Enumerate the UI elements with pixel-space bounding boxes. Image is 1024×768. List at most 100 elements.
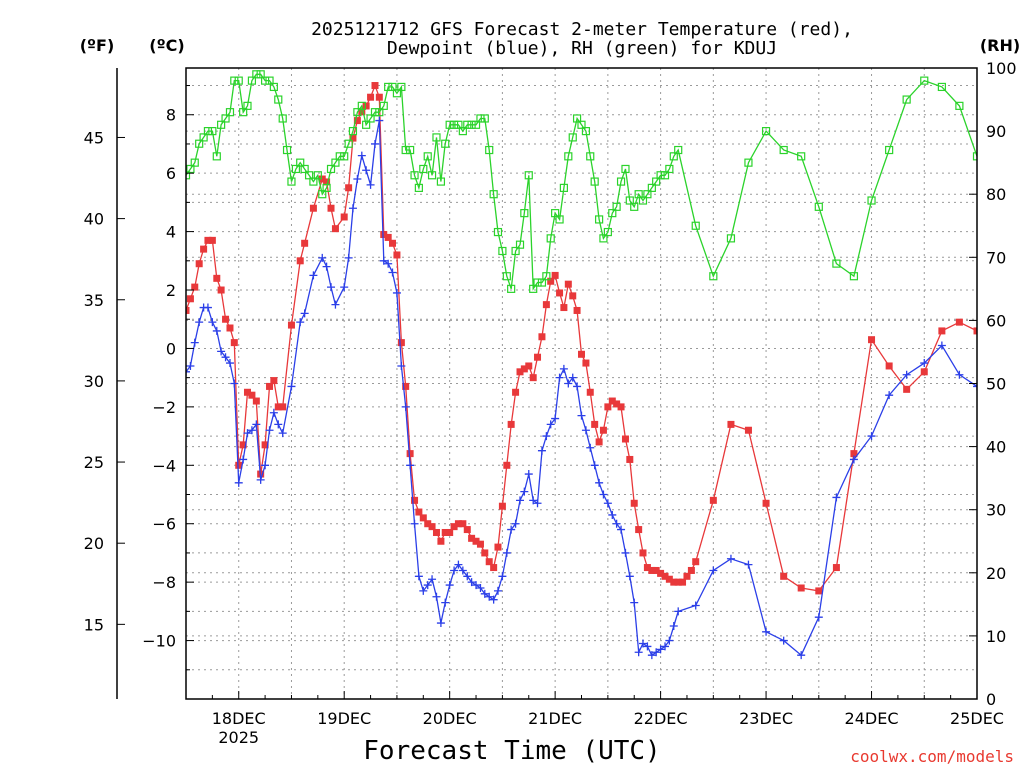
dewpoint-point (568, 373, 577, 382)
dewpoint-point (647, 651, 656, 660)
fahrenheit-tick-label: 25 (84, 453, 104, 472)
dewpoint-point (507, 525, 516, 534)
celsius-tick-label: −10 (142, 632, 176, 651)
dewpoint-point (428, 575, 437, 584)
rh-point (357, 101, 366, 110)
rh-point (537, 278, 547, 287)
temperature-point (586, 388, 594, 396)
celsius-tick-label: −8 (152, 573, 176, 592)
temperature-point (186, 295, 194, 303)
temperature-point (230, 339, 238, 347)
dewpoint-point (450, 566, 459, 575)
temperature-point (468, 534, 476, 542)
temperature-point (560, 304, 568, 312)
rh-point (542, 272, 551, 281)
dewpoint-point (261, 461, 270, 470)
rh-point (493, 227, 503, 237)
credit-label: coolwx.com/models (850, 747, 1014, 766)
dewpoint-point (423, 581, 432, 590)
rh-point (247, 76, 257, 85)
temperature-point (797, 584, 805, 592)
temperature-point (274, 403, 282, 411)
temperature-point (200, 245, 208, 253)
temperature-point (490, 564, 498, 572)
temperature-point (323, 178, 331, 186)
dewpoint-point (516, 496, 525, 505)
rh-point (797, 152, 806, 161)
dewpoint-point (441, 598, 450, 607)
temperature-point (204, 236, 212, 244)
temperature-point (595, 438, 603, 446)
dewpoint-point (643, 642, 652, 651)
dewpoint-point (397, 361, 406, 370)
dewpoint-point (533, 499, 542, 508)
temperature-point (556, 289, 564, 297)
temperature-point (485, 558, 493, 566)
rh-point (225, 108, 235, 117)
fahrenheit-tick-label: 30 (84, 372, 104, 391)
temperature-point (832, 564, 840, 572)
temperature-point (582, 359, 590, 367)
dewpoint-point (195, 318, 204, 327)
temperature-point (213, 274, 221, 282)
dewpoint-point (709, 566, 718, 575)
dewpoint-point (485, 592, 494, 601)
temperature-point (459, 520, 467, 528)
dewpoint-point (340, 283, 349, 292)
temperature-point (920, 368, 928, 376)
temperature-point (494, 543, 502, 551)
dewpoint-point (458, 566, 467, 575)
temperature-point (617, 403, 625, 411)
dewpoint-point (322, 262, 331, 271)
rh-point (489, 190, 498, 199)
dewpoint-point (779, 636, 788, 645)
temperature-point (498, 502, 506, 510)
dewpoint-point (221, 353, 230, 362)
dewpoint-point (278, 429, 287, 438)
temperature-point (393, 251, 401, 259)
temperature-point (564, 280, 572, 288)
temperature-point (331, 225, 339, 233)
rh-point (401, 145, 410, 155)
temperature-point (744, 426, 752, 434)
dewpoint-point (186, 361, 195, 370)
dewpoint-point (573, 382, 582, 391)
rh-point (621, 164, 630, 174)
temperature-point (639, 549, 647, 557)
rh-point (709, 272, 718, 281)
fahrenheit-tick-label: 35 (84, 291, 104, 310)
dewpoint-point (327, 283, 336, 292)
temperature-point (450, 523, 458, 531)
dewpoint-point (564, 379, 573, 388)
x-tick-label: 24DEC (845, 709, 899, 728)
rh-point (256, 70, 265, 79)
dewpoint-point (546, 420, 555, 429)
dewpoint-point (406, 461, 415, 470)
temperature-point (591, 420, 599, 428)
dewpoint-point (467, 578, 476, 587)
temperature-point (309, 204, 317, 212)
temperature-point (208, 236, 216, 244)
temperature-point (235, 461, 243, 469)
rh-point (625, 196, 634, 205)
rh-point (669, 152, 678, 161)
rh-point (454, 120, 463, 129)
rh-point (379, 101, 388, 110)
temperature-point (569, 292, 577, 300)
temperature-point (868, 336, 876, 344)
dewpoint-point (661, 642, 670, 651)
dewpoint-point (529, 496, 538, 505)
axis-ticks: 86420−2−4−6−8−10454035302520151009080706… (84, 59, 1017, 747)
dewpoint-point (239, 455, 248, 464)
temperature-point (604, 403, 612, 411)
rh-point (300, 164, 309, 174)
dewpoint-point (252, 420, 261, 429)
rh-point (190, 158, 199, 167)
dewpoint-point (555, 373, 564, 382)
rh-point (353, 108, 362, 117)
rh-point (529, 284, 538, 293)
rh-point (638, 196, 648, 205)
dewpoint-point (414, 572, 423, 581)
temperature-point (419, 514, 427, 522)
